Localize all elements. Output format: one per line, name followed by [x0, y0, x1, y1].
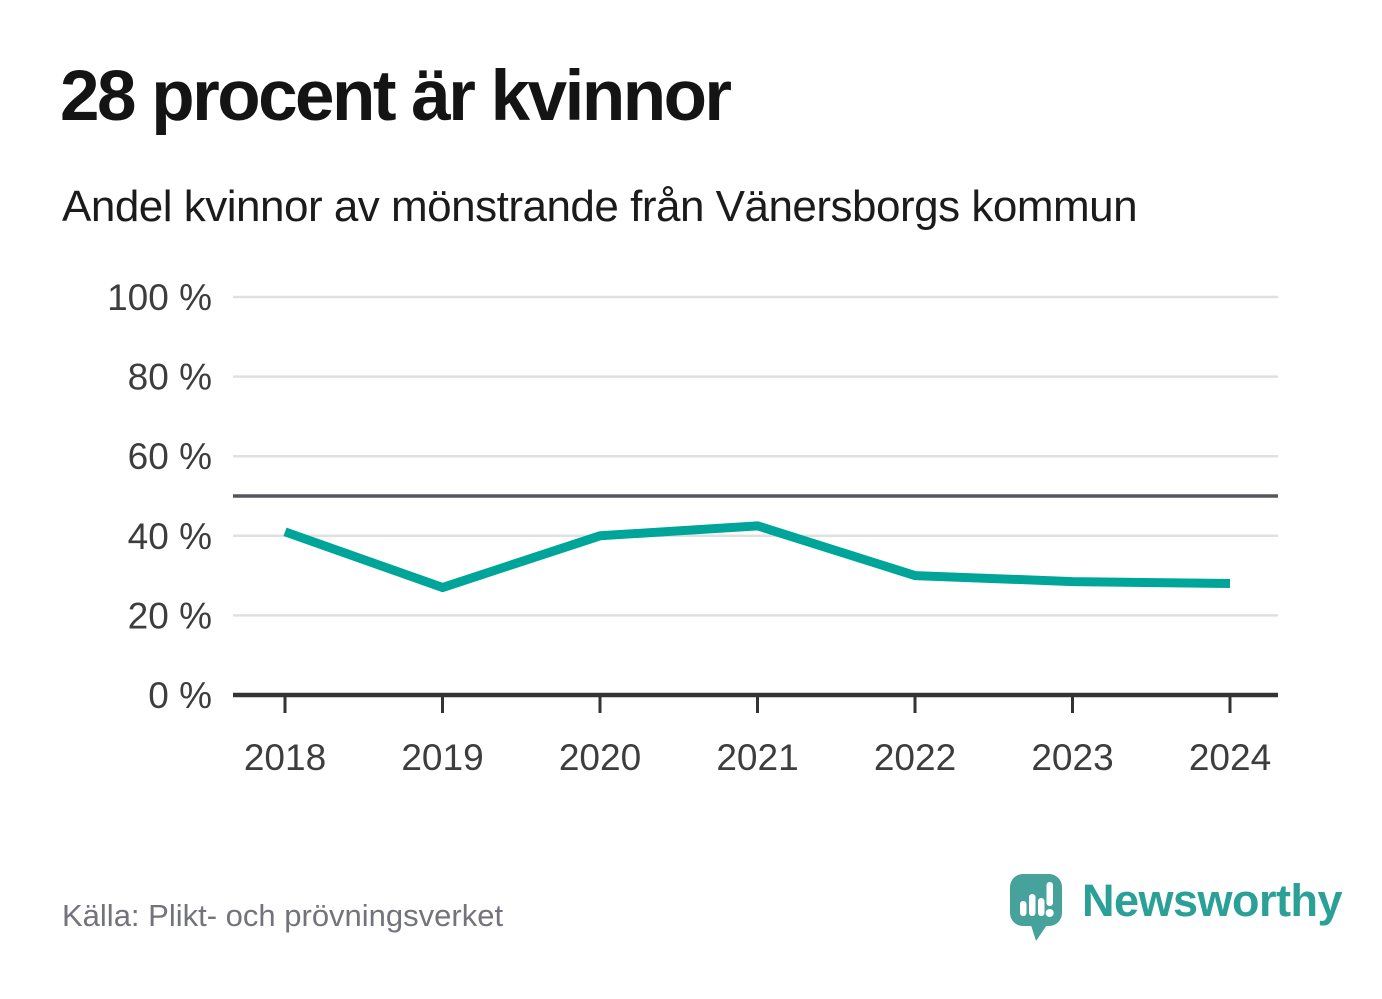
x-axis-label: 2018	[244, 737, 326, 778]
source-note: Källa: Plikt- och prövningsverket	[62, 898, 504, 933]
y-axis-label: 60 %	[128, 436, 212, 477]
newsworthy-logo-text: Newsworthy	[1082, 875, 1343, 926]
y-axis-label: 20 %	[128, 595, 212, 636]
logo-exclamation-dot	[1045, 909, 1054, 917]
page-title: 28 procent är kvinnor	[60, 57, 732, 136]
chart-subtitle: Andel kvinnor av mönstrande från Vänersb…	[62, 182, 1138, 231]
x-axis-label: 2024	[1189, 737, 1271, 778]
y-axis-label: 0 %	[148, 675, 212, 716]
x-axis-label: 2023	[1031, 737, 1113, 778]
newsworthy-logo-icon	[1010, 874, 1062, 941]
logo-exclamation-bar	[1046, 882, 1053, 906]
x-axis-label: 2021	[716, 737, 798, 778]
newsworthy-logo: Newsworthy	[1008, 872, 1343, 944]
y-axis-label: 40 %	[128, 516, 212, 557]
logo-bar-1	[1020, 901, 1027, 916]
x-axis-label: 2019	[401, 737, 483, 778]
logo-speech-bubble	[1010, 874, 1062, 926]
logo-bar-3	[1038, 898, 1045, 916]
data-line-andel-kvinnor	[283, 521, 1231, 593]
x-axis-label: 2020	[559, 737, 641, 778]
y-axis-label: 100 %	[107, 277, 212, 318]
x-axis-label: 2022	[874, 737, 956, 778]
logo-speech-bubble-tail	[1030, 922, 1049, 941]
logo-bar-2	[1029, 894, 1036, 916]
y-axis-label: 80 %	[128, 357, 212, 398]
